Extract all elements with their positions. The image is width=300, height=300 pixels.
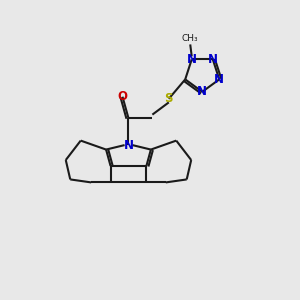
Text: S: S: [164, 92, 173, 105]
Text: N: N: [124, 139, 134, 152]
Text: N: N: [187, 53, 197, 66]
Text: N: N: [197, 85, 207, 98]
Text: N: N: [214, 73, 224, 86]
Text: O: O: [118, 90, 128, 103]
Text: N: N: [208, 53, 218, 66]
Text: CH₃: CH₃: [182, 34, 199, 43]
